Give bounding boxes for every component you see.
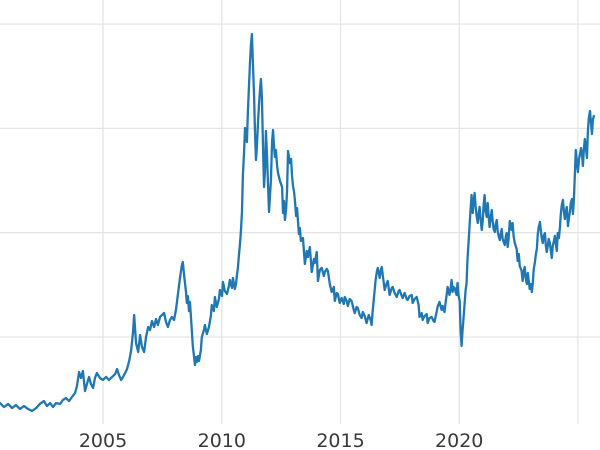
price-line: [0, 32, 595, 413]
x-tick-label: 2010: [198, 430, 246, 450]
x-tick-label: 2015: [316, 430, 364, 450]
x-tick-label: 2005: [79, 430, 127, 450]
x-tick-label: 2020: [435, 430, 483, 450]
